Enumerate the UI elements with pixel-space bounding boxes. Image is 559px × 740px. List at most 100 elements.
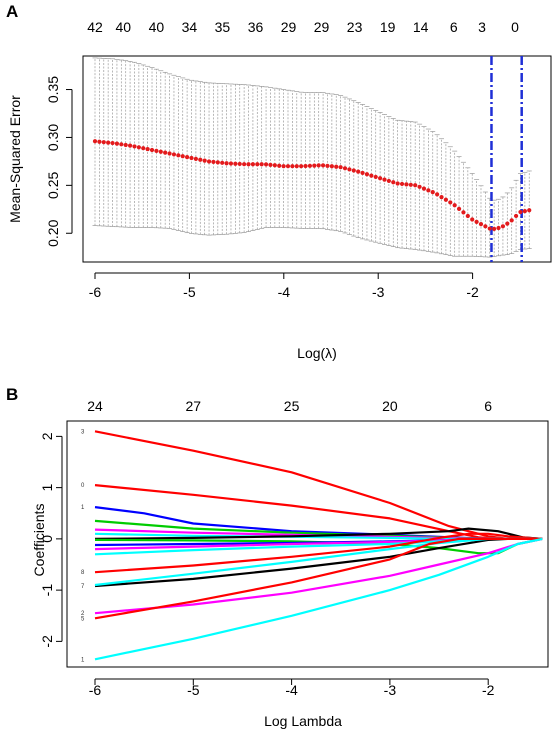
path-label: 2 (81, 611, 85, 617)
panel-b-letter: B (6, 385, 18, 404)
y-tick-label: 0 (39, 535, 55, 543)
error-bar (307, 92, 313, 229)
error-bar (469, 173, 475, 257)
y-tick-label: 0.35 (45, 76, 61, 103)
y-tick-label: 0.30 (45, 124, 61, 151)
mse-point (299, 164, 304, 169)
error-bar (171, 74, 177, 230)
error-bar (373, 110, 379, 243)
error-bar (377, 112, 383, 244)
mse-point (404, 182, 409, 187)
panel-a-mse-points (92, 139, 532, 231)
top-axis-label: 6 (450, 19, 458, 35)
error-bar (127, 60, 133, 228)
error-bar (289, 90, 295, 229)
error-bar (421, 126, 427, 252)
mse-point (272, 163, 277, 168)
top-axis-label: 42 (87, 19, 103, 35)
mse-point (500, 224, 506, 229)
y-tick-label: 0.20 (45, 219, 61, 246)
mse-point (527, 208, 532, 213)
panel-a-x-axis-title: Log(λ) (297, 345, 337, 361)
mse-point (338, 165, 343, 170)
path-label: 0 (81, 483, 85, 489)
mse-point (106, 140, 111, 145)
mse-point (448, 200, 453, 205)
error-bar (105, 58, 111, 227)
mse-point (325, 163, 330, 168)
error-bar (215, 82, 221, 236)
top-axis-label: 20 (382, 398, 398, 414)
y-tick-label: 1 (39, 484, 55, 492)
mse-point (513, 213, 519, 219)
error-bar (316, 92, 322, 229)
error-bar (153, 68, 159, 229)
y-tick-label: -2 (39, 635, 55, 648)
mse-point (399, 181, 405, 187)
error-bar (272, 87, 278, 228)
error-bar (324, 92, 330, 230)
x-tick-label: -2 (466, 284, 479, 300)
error-bar (206, 82, 212, 236)
mse-point (145, 146, 150, 152)
error-bar (219, 83, 225, 235)
mse-point (386, 178, 391, 184)
mse-point (478, 222, 484, 227)
x-tick-label: -2 (482, 682, 495, 698)
error-bar (162, 71, 168, 229)
error-bar (294, 91, 300, 229)
panel-b-y-axis: -2 -1 0 1 2 (39, 432, 63, 648)
mse-point (347, 167, 352, 172)
mse-point (171, 152, 177, 157)
panel-b-plot-frame (66, 420, 549, 668)
mse-point (110, 140, 115, 146)
y-tick-label: 2 (39, 432, 55, 440)
error-bar (145, 65, 151, 228)
error-bar (456, 156, 462, 257)
mse-point (382, 177, 387, 182)
mse-point (294, 164, 299, 169)
error-bar (210, 82, 216, 236)
error-bar (250, 85, 256, 231)
mse-point (373, 174, 378, 180)
panel-a: A -6 -5 -4 -3 -2 0.20 0.25 0.30 0.35 42 40 40 34 35… (6, 2, 552, 361)
mse-point (185, 154, 190, 160)
panel-a-plot-frame (82, 55, 552, 263)
top-axis-label: 27 (186, 398, 202, 414)
error-bar (188, 79, 194, 234)
mse-point (237, 161, 242, 167)
mse-point (141, 146, 146, 151)
panel-b-path-labels: 3 0 1 8 7 25 1 (81, 429, 85, 663)
mse-point (378, 176, 383, 181)
error-bar (333, 94, 339, 232)
error-bar (285, 89, 291, 229)
mse-point (518, 209, 523, 215)
top-axis-label: 35 (215, 19, 231, 35)
x-tick-label: -4 (285, 682, 298, 698)
mse-point (421, 186, 427, 191)
error-bar (197, 81, 203, 235)
top-axis-label: 40 (116, 19, 132, 35)
mse-point (395, 181, 400, 186)
top-axis-label: 6 (484, 398, 492, 414)
error-bar (368, 108, 374, 242)
mse-point (281, 164, 286, 169)
mse-point (202, 158, 207, 163)
panel-a-letter: A (6, 2, 18, 21)
mse-point (215, 160, 220, 165)
mse-point (435, 192, 440, 197)
error-bar (131, 61, 137, 228)
error-bar (118, 59, 124, 228)
x-tick-label: -4 (278, 284, 291, 300)
error-bar (92, 57, 98, 226)
x-tick-label: -5 (183, 284, 196, 300)
mse-point (255, 162, 260, 167)
mse-point (303, 163, 308, 169)
top-axis-label: 29 (281, 19, 297, 35)
top-axis-label: 40 (149, 19, 165, 35)
panel-a-error-bars (92, 57, 532, 258)
mse-point (228, 161, 234, 166)
x-tick-label: -6 (89, 682, 102, 698)
mse-point (206, 159, 212, 164)
mse-point (452, 203, 457, 208)
